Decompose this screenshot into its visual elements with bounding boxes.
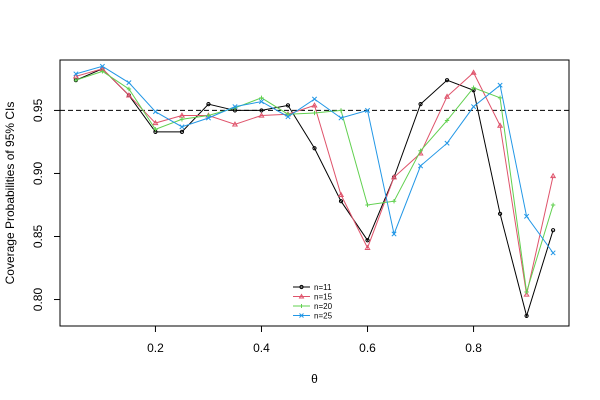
data-point [364,107,371,113]
legend-item: n=11 [293,283,332,292]
x-tick-label: 0.2 [147,341,164,355]
data-point [206,102,211,107]
data-point [391,231,397,237]
series-n-11 [73,66,556,319]
y-axis-title: Coverage Probabilities of 95% CIs [3,102,17,285]
data-point [338,108,344,113]
data-point [444,140,450,146]
data-point [390,174,398,180]
legend-label: n=25 [314,312,333,321]
legend-label: n=15 [314,293,333,302]
data-point [258,112,265,118]
data-point [418,102,423,107]
y-tick-label: 0.80 [31,288,45,312]
data-point [298,293,305,299]
series-line [75,65,554,254]
x-tick-label: 0.4 [253,341,270,355]
series-line [75,68,554,295]
data-point [179,124,185,130]
data-point [153,127,158,132]
data-point [231,121,239,127]
data-point [206,113,211,118]
data-point [126,86,132,92]
y-tick-label: 0.95 [31,98,45,122]
data-point [299,313,304,318]
data-point [550,250,556,256]
data-point [444,118,450,123]
legend-label: n=11 [314,283,332,292]
data-point [311,102,318,108]
series-n-20 [73,69,556,295]
data-point [418,148,423,153]
data-point [99,63,105,69]
data-point [497,211,503,216]
data-point [152,109,158,115]
x-tick-label: 0.8 [465,341,482,355]
data-point [258,99,265,105]
data-point [299,304,304,308]
data-point [365,238,370,243]
data-point [338,115,344,121]
data-point [470,69,477,75]
data-point [497,95,503,101]
series-line [75,68,554,318]
data-point [444,78,450,83]
data-point [550,228,556,233]
data-point [523,291,530,297]
data-point [179,117,185,122]
data-point [152,119,159,126]
data-point [311,96,318,102]
data-point [73,71,79,77]
data-point [179,129,185,134]
data-point [126,80,132,86]
data-point [338,199,344,204]
y-tick-label: 0.85 [31,224,45,248]
legend-item: n=25 [293,312,333,321]
data-point [550,202,556,208]
data-point [524,213,530,219]
data-point [524,289,529,295]
data-point [73,77,79,83]
data-point [299,284,304,290]
data-point [312,110,317,116]
x-axis: 0.2 0.4 0.6 0.8 [147,325,482,355]
series-n-25 [73,63,556,256]
data-point [497,82,503,88]
legend-label: n=20 [314,302,333,311]
data-point [100,69,105,74]
data-point [125,92,132,98]
data-point [232,104,238,110]
data-point [364,244,371,250]
data-point [391,198,397,204]
data-point [550,172,557,179]
data-point [285,114,291,120]
data-point [365,202,370,208]
data-point [285,112,291,117]
y-axis: 0.80 0.85 0.90 0.95 [31,98,60,311]
data-point [337,191,345,198]
x-tick-label: 0.6 [359,341,376,355]
legend-item: n=15 [293,293,333,302]
data-point [497,122,504,128]
data-point [524,313,529,319]
data-point [312,146,317,151]
data-point [205,115,212,121]
data-point [471,85,476,90]
series-layer [72,63,557,319]
x-axis-title: θ [311,372,318,386]
y-tick-label: 0.90 [31,161,45,185]
data-point [259,108,264,113]
data-point [259,95,264,101]
data-point [285,103,291,108]
data-point [417,163,424,169]
data-point [443,93,451,99]
data-point [471,104,477,110]
series-line [75,70,554,293]
legend: n=11n=15n=20n=25 [293,283,333,321]
legend-item: n=20 [293,302,333,311]
